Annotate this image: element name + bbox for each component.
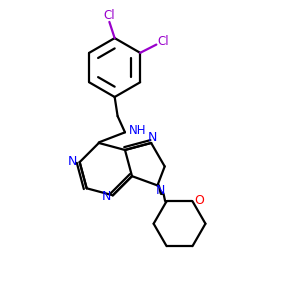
- Text: N: N: [156, 184, 165, 197]
- Text: O: O: [194, 194, 204, 207]
- Text: N: N: [102, 190, 111, 203]
- Text: Cl: Cl: [157, 34, 169, 48]
- Text: NH: NH: [129, 124, 146, 137]
- Text: N: N: [147, 130, 157, 144]
- Text: Cl: Cl: [103, 9, 115, 22]
- Text: N: N: [68, 155, 77, 168]
